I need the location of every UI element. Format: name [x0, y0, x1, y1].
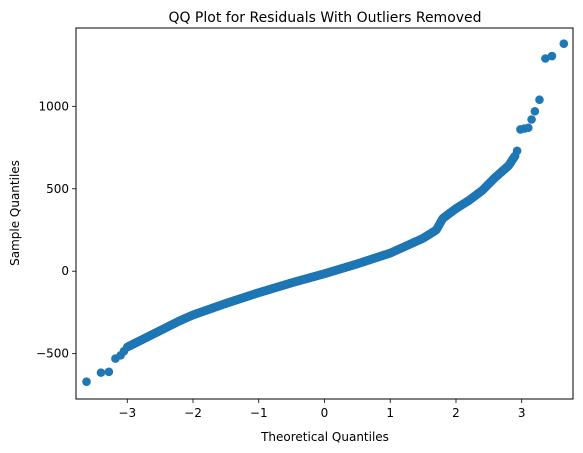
- data-point: [104, 367, 114, 377]
- y-tick-label: −500: [36, 347, 69, 361]
- data-point: [96, 368, 106, 377]
- data-point: [524, 123, 533, 133]
- x-tick-label: 1: [386, 406, 394, 420]
- x-axis-ticks: −3 −2 −1 0 1 2 3: [118, 399, 526, 420]
- data-point: [547, 51, 557, 61]
- data-point: [535, 95, 544, 105]
- plot-frame: [75, 27, 574, 400]
- x-tick-label: 3: [518, 406, 526, 420]
- data-point: [119, 346, 129, 356]
- x-tick-label: 2: [452, 406, 460, 420]
- x-tick-label: 0: [321, 406, 329, 420]
- y-tick-label: 1000: [38, 99, 69, 113]
- x-tick-label: −3: [118, 406, 136, 420]
- data-point: [541, 54, 550, 63]
- data-point: [559, 39, 569, 48]
- y-axis-ticks: −500 0 500 1000: [36, 99, 76, 361]
- data-point: [512, 146, 522, 156]
- data-points: [82, 39, 569, 386]
- y-axis-label: Sample Quantiles: [8, 160, 22, 266]
- x-axis-label: Theoretical Quantiles: [260, 430, 389, 444]
- data-point: [527, 115, 536, 124]
- x-tick-label: −2: [184, 406, 202, 420]
- y-tick-label: 500: [46, 182, 69, 196]
- data-point: [82, 377, 91, 386]
- data-point: [530, 106, 540, 116]
- x-tick-label: −1: [250, 406, 268, 420]
- y-tick-label: 0: [61, 264, 69, 278]
- chart-title: QQ Plot for Residuals With Outliers Remo…: [168, 10, 481, 26]
